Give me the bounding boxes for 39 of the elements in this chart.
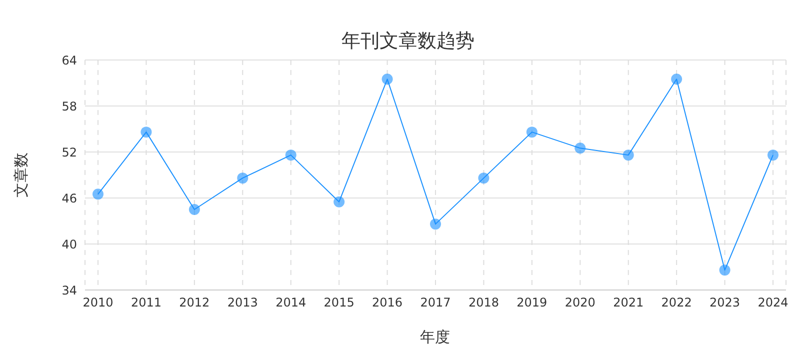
point: [382, 74, 393, 85]
point: [671, 74, 682, 85]
y-tick-label: 46: [62, 191, 77, 206]
x-tick-label: 2015: [324, 296, 354, 310]
x-tick-label: 2010: [82, 296, 114, 310]
x-tick-label: 2018: [468, 296, 499, 310]
y-tick-label: 64: [62, 53, 77, 68]
y-axis-title: 文章数: [12, 152, 30, 198]
x-tick-label: 2024: [758, 296, 788, 310]
point: [237, 172, 248, 184]
x-tick-label: 2017: [420, 296, 451, 310]
x-tick-label: 2013: [227, 296, 258, 310]
y-tick-label: 40: [62, 237, 77, 252]
y-tick-label: 34: [62, 283, 77, 298]
point: [768, 150, 778, 161]
y-tick-label: 52: [62, 145, 77, 160]
point: [334, 196, 345, 208]
x-tick-label: 2023: [710, 296, 740, 310]
x-tick-label: 2011: [130, 296, 162, 310]
point: [430, 218, 441, 230]
x-tick-label: 2014: [276, 296, 306, 310]
x-tick-label: 2019: [516, 296, 548, 310]
x-tick-label: 2020: [564, 296, 596, 310]
point: [526, 126, 538, 138]
chart-title: 年刊文章数趋势: [340, 29, 476, 54]
point: [188, 204, 200, 215]
x-tick-label: 2012: [179, 296, 210, 310]
x-axis-title: 年度: [419, 328, 451, 347]
point: [92, 188, 104, 200]
point: [140, 126, 152, 138]
x-tick-label: 2016: [372, 296, 403, 310]
point: [478, 172, 490, 184]
x-tick-label: 2022: [661, 296, 692, 310]
point: [719, 264, 730, 276]
y-tick-label: 58: [62, 99, 77, 114]
point: [622, 150, 634, 161]
point: [574, 142, 586, 154]
x-tick-label: 2021: [613, 296, 644, 310]
point: [285, 150, 296, 161]
